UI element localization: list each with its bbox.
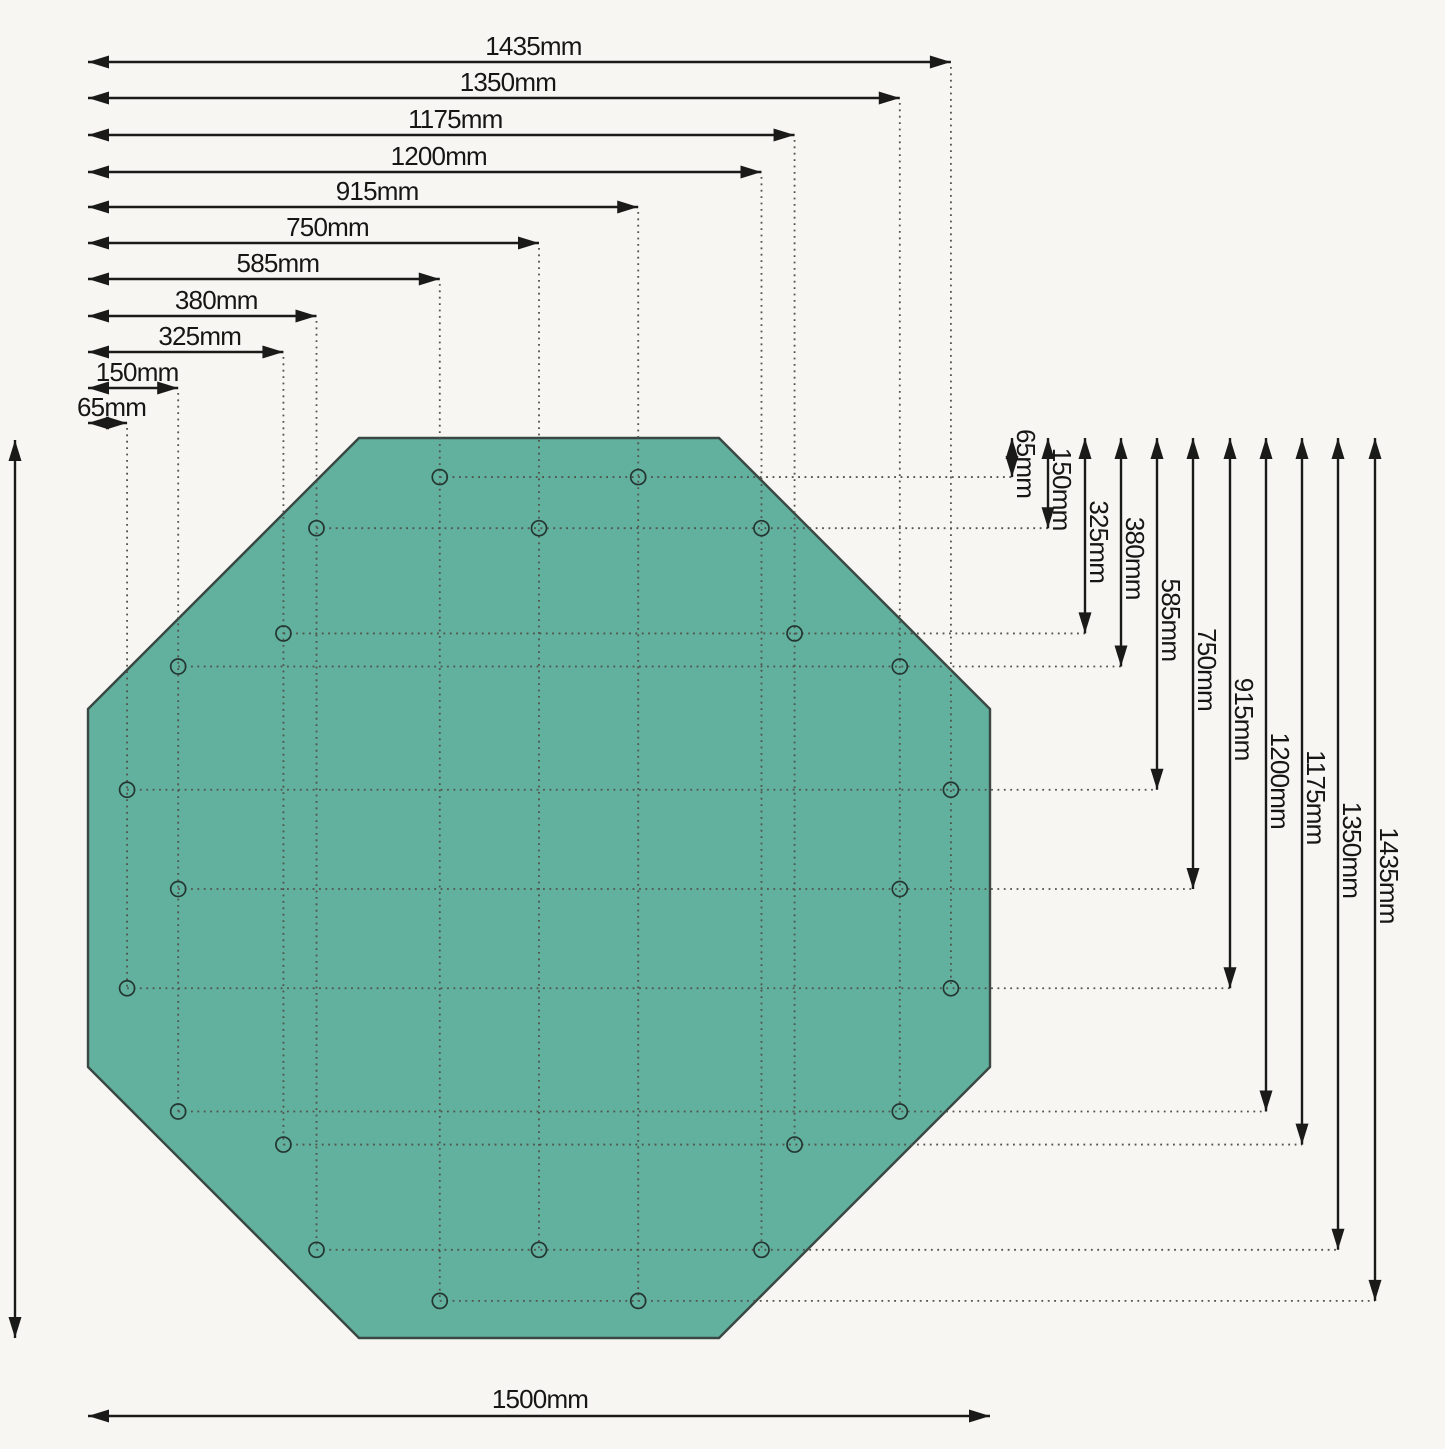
right-dimension-arrowhead-top — [1150, 438, 1164, 459]
bolt-hole — [891, 1103, 909, 1120]
top-dimension-arrowhead-left — [88, 381, 109, 395]
top-dimension-arrowhead-right — [740, 165, 762, 179]
right-dimension-arrowhead-top — [1223, 438, 1237, 459]
top-dimension-label: 380mm — [175, 285, 258, 315]
top-dimension-arrowhead-left — [88, 345, 109, 359]
right-dimension-arrowhead-bottom — [1259, 1090, 1273, 1112]
bolt-hole — [942, 781, 960, 799]
right-dimension-arrowhead-top — [1259, 438, 1273, 459]
top-dimension-label: 750mm — [286, 212, 369, 242]
bolt-hole — [942, 979, 960, 997]
right-dimension-arrowhead-top — [1331, 438, 1345, 459]
bolt-hole — [753, 1241, 770, 1259]
right-dimension-arrowhead-bottom — [1005, 456, 1019, 478]
bolt-hole — [786, 625, 803, 642]
top-dimension-arrowhead-right — [773, 128, 795, 142]
top-dimension-label: 65mm — [77, 392, 146, 422]
right-dimension-arrowhead-top — [1005, 438, 1019, 459]
top-dimension-label: 1200mm — [391, 141, 487, 171]
top-dimension-arrowhead-right — [106, 416, 128, 430]
top-dimension-arrowhead-left — [88, 236, 109, 250]
top-dimension-label: 1350mm — [460, 67, 556, 97]
right-dimension-arrowhead-top — [1186, 438, 1200, 459]
top-dimension-label: 325mm — [158, 321, 241, 351]
left-height-arrowhead-bottom — [8, 1317, 22, 1338]
right-dimension-label: 750mm — [1192, 628, 1222, 711]
right-dimension-label: 65mm — [1011, 429, 1041, 498]
top-dimension-label: 1435mm — [485, 31, 581, 61]
bolt-hole — [169, 880, 187, 898]
right-dimension-label: 1175mm — [1301, 750, 1331, 844]
bolt-hole — [169, 658, 187, 675]
top-dimension-arrowhead-left — [88, 200, 109, 214]
right-dimension-label: 380mm — [1120, 517, 1150, 600]
top-dimension-arrowhead-right — [617, 200, 639, 214]
top-dimension-label: 585mm — [237, 248, 320, 278]
top-dimension-arrowhead-left — [88, 128, 109, 142]
top-dimension-arrowhead-left — [88, 416, 109, 430]
top-dimension-label: 1175mm — [408, 104, 502, 134]
top-dimension-arrowhead-right — [418, 272, 440, 286]
right-dimension-label: 325mm — [1084, 500, 1114, 583]
bolt-hole — [629, 1292, 647, 1310]
right-dimension-arrowhead-top — [1295, 438, 1309, 459]
top-dimension-arrowhead-right — [929, 55, 951, 69]
bolt-hole — [891, 658, 909, 675]
bolt-hole — [275, 1136, 292, 1153]
top-dimension-arrowhead-left — [88, 165, 109, 179]
right-dimension-arrowhead-bottom — [1150, 768, 1164, 790]
bottom-dimension-arrowhead-left — [88, 1409, 109, 1423]
right-dimension-label: 585mm — [1156, 579, 1186, 662]
bolt-hole — [753, 519, 770, 537]
bolt-hole — [308, 519, 325, 537]
bolt-hole — [308, 1241, 325, 1259]
right-dimension-arrowhead-bottom — [1186, 867, 1200, 889]
bolt-hole — [629, 468, 647, 486]
bolt-hole — [431, 1292, 449, 1310]
right-dimension-arrowhead-top — [1368, 438, 1382, 459]
top-dimension-arrowhead-left — [88, 55, 109, 69]
top-dimension-label: 915mm — [336, 176, 419, 206]
right-dimension-arrowhead-bottom — [1295, 1123, 1309, 1145]
top-dimension-arrowhead-right — [295, 309, 317, 323]
bolt-hole — [891, 880, 909, 898]
right-dimension-label: 150mm — [1047, 448, 1077, 531]
bottom-dimension-arrowhead-right — [969, 1409, 990, 1423]
right-dimension-arrowhead-bottom — [1078, 612, 1092, 634]
right-dimension-arrowhead-bottom — [1041, 507, 1055, 529]
bottom-dimension-label: 1500mm — [492, 1384, 588, 1414]
right-dimension-label: 915mm — [1229, 678, 1259, 761]
right-dimension-arrowhead-top — [1114, 438, 1128, 459]
bolt-hole — [431, 468, 449, 486]
right-dimension-label: 1200mm — [1265, 733, 1295, 829]
top-dimension-arrowhead-right — [157, 381, 179, 395]
top-dimension-arrowhead-right — [517, 236, 539, 250]
right-dimension-arrowhead-top — [1078, 438, 1092, 459]
right-dimension-arrowhead-bottom — [1368, 1279, 1382, 1301]
bolt-hole — [786, 1136, 803, 1153]
top-dimension-label: 150mm — [96, 357, 179, 387]
top-dimension-arrowhead-left — [88, 91, 109, 105]
top-dimension-arrowhead-left — [88, 272, 109, 286]
right-dimension-label: 1350mm — [1337, 802, 1367, 898]
bolt-hole — [118, 781, 136, 799]
top-dimension-arrowhead-left — [88, 309, 109, 323]
right-dimension-arrowhead-bottom — [1114, 645, 1128, 667]
right-dimension-arrowhead-bottom — [1223, 967, 1237, 989]
top-dimension-arrowhead-right — [878, 91, 900, 105]
bolt-hole — [530, 519, 548, 537]
left-height-arrowhead-top — [8, 440, 22, 461]
right-dimension-label: 1435mm — [1374, 827, 1404, 923]
top-dimension-arrowhead-right — [262, 345, 284, 359]
bolt-hole — [530, 1241, 548, 1259]
right-dimension-arrowhead-bottom — [1331, 1228, 1345, 1250]
bolt-hole — [275, 625, 292, 642]
bolt-hole — [118, 979, 136, 997]
right-dimension-arrowhead-top — [1041, 438, 1055, 459]
bolt-hole — [169, 1103, 187, 1120]
